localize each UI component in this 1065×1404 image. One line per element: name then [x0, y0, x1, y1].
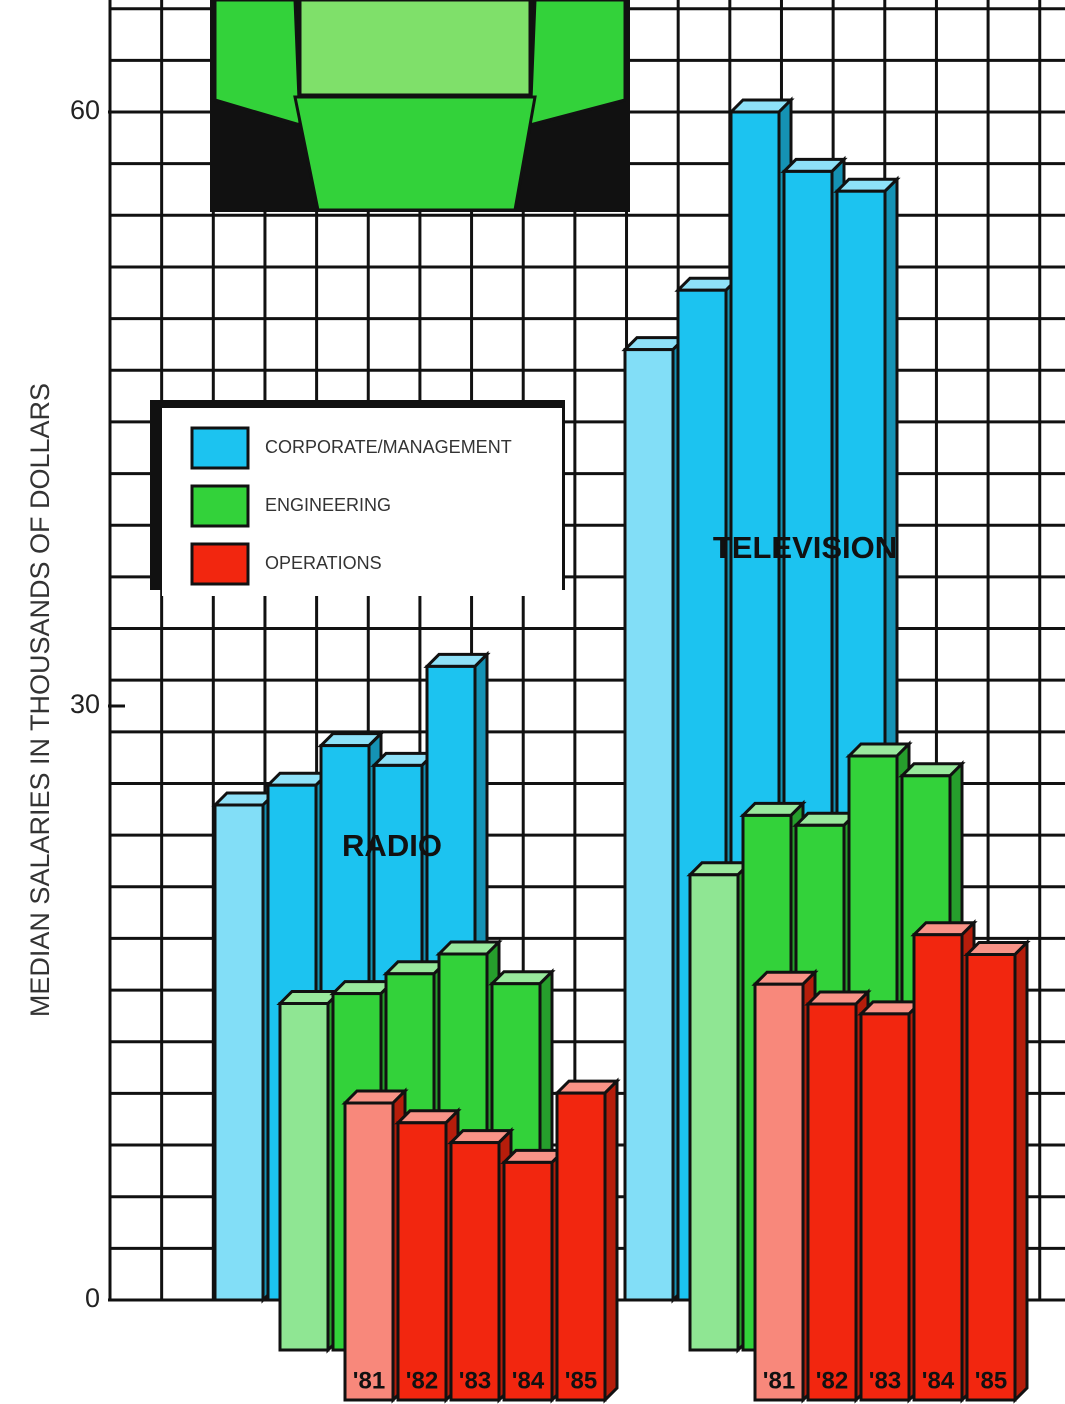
x-tick-label: '84	[512, 1367, 545, 1394]
bar	[343, 1101, 395, 1402]
legend-label: OPERATIONS	[265, 553, 382, 573]
bar	[555, 1091, 607, 1402]
bar	[753, 982, 805, 1402]
x-tick-label: '84	[922, 1367, 955, 1394]
legend-label: ENGINEERING	[265, 495, 391, 515]
bar	[688, 873, 740, 1352]
legend-swatch	[190, 542, 250, 586]
x-tick-label: '82	[816, 1367, 848, 1394]
bar	[912, 933, 964, 1402]
bar-side	[603, 1077, 619, 1404]
legend-swatch	[190, 426, 250, 470]
y-tick-label: 30	[70, 689, 100, 719]
bar	[806, 1002, 858, 1402]
bar	[213, 803, 265, 1302]
bars: '81 '82 '83 '84 '85 RADIO '81 '82 '83 '84 '85 TELEV…	[211, 96, 1031, 1404]
x-tick-label: '83	[459, 1367, 491, 1394]
group-label: TELEVISION	[713, 530, 897, 565]
legend: CORPORATE/MANAGEMENT ENGINEERING OPERATION…	[150, 400, 565, 596]
legend-swatch	[190, 484, 250, 528]
x-tick-label: '81	[353, 1367, 385, 1394]
bar	[859, 1012, 911, 1402]
x-tick-label: '81	[763, 1367, 795, 1394]
bar	[278, 1002, 330, 1352]
y-tick-label: 60	[70, 95, 100, 125]
bar	[623, 348, 675, 1302]
monitor-screen	[298, 0, 532, 97]
y-tick-label: 0	[85, 1283, 100, 1313]
decoration	[210, 0, 630, 212]
x-tick-label: '83	[869, 1367, 901, 1394]
bar	[449, 1141, 501, 1402]
bar-side	[1013, 938, 1029, 1404]
bar	[502, 1160, 554, 1402]
x-tick-label: '85	[565, 1367, 597, 1394]
y-axis-label: MEDIAN SALARIES IN THOUSANDS OF DOLLARS	[25, 383, 55, 1017]
legend-label: CORPORATE/MANAGEMENT	[265, 437, 512, 457]
x-tick-label: '85	[975, 1367, 1007, 1394]
bar	[965, 953, 1017, 1402]
x-tick-label: '82	[406, 1367, 438, 1394]
monitor-side	[528, 0, 627, 127]
monitor-base	[293, 95, 537, 212]
bar	[396, 1121, 448, 1402]
group-label: RADIO	[342, 828, 442, 863]
